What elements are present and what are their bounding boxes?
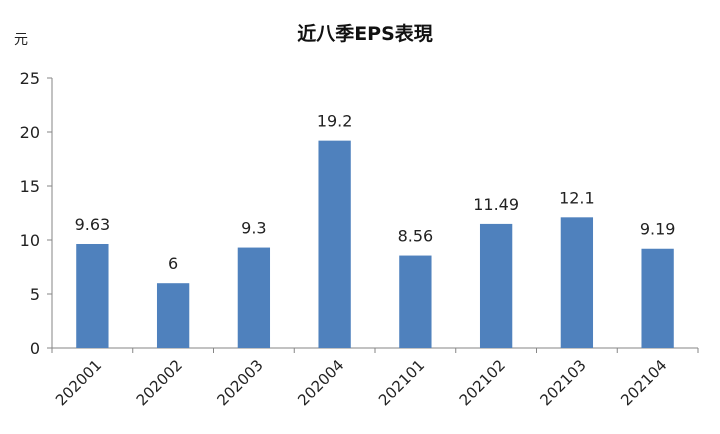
data-labels: 9.63 6 9.3 19.2 8.56 11.49 12.1 9.19 xyxy=(75,112,676,274)
x-tick-label-202003: 202003 xyxy=(213,356,266,409)
data-label-202002: 6 xyxy=(168,254,178,273)
data-label-202103: 12.1 xyxy=(559,188,595,207)
bar-202004 xyxy=(318,140,351,348)
data-label-202004: 19.2 xyxy=(317,112,353,131)
y-tick-label: 25 xyxy=(20,69,40,88)
bar-202002 xyxy=(156,283,190,348)
x-tick-label-202002: 202002 xyxy=(133,356,186,409)
bars xyxy=(76,140,674,348)
bar-202001 xyxy=(76,243,109,348)
data-label-202003: 9.3 xyxy=(241,219,266,238)
x-tick-label-202004: 202004 xyxy=(294,356,347,409)
y-tick-label: 0 xyxy=(30,339,40,358)
x-tick-label-202102: 202102 xyxy=(456,356,509,409)
x-tick-label-202103: 202103 xyxy=(536,356,589,409)
y-tick-label: 15 xyxy=(20,177,40,196)
x-tick-label-202001: 202001 xyxy=(52,356,105,409)
y-tick-label: 20 xyxy=(20,123,40,142)
bar-202102 xyxy=(479,223,513,348)
chart-title: 近八季EPS表現 xyxy=(297,22,433,45)
data-label-202101: 8.56 xyxy=(398,227,434,246)
data-label-202104: 9.19 xyxy=(640,220,676,239)
bar-202003 xyxy=(237,247,271,348)
bar-202103 xyxy=(560,217,594,348)
data-label-202102: 11.49 xyxy=(473,195,519,214)
data-label-202001: 9.63 xyxy=(75,215,111,234)
bar-202104 xyxy=(641,248,674,348)
axes: 0 5 10 15 20 25 202001 202002 202003 202004 202101… xyxy=(20,69,699,409)
x-tick-label-202104: 202104 xyxy=(617,356,670,409)
bar-202101 xyxy=(399,255,432,348)
y-tick-label: 10 xyxy=(20,231,40,250)
y-tick-label: 5 xyxy=(30,285,40,304)
x-tick-label-202101: 202101 xyxy=(375,356,428,409)
y-unit-label: 元 xyxy=(14,32,28,48)
